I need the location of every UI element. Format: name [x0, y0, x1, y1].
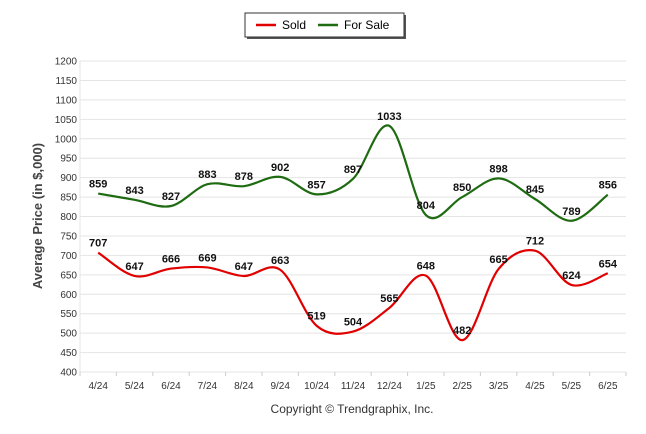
data-label-sold: 482 [453, 325, 471, 337]
y-tick-label: 1150 [55, 76, 77, 87]
y-tick-label: 450 [60, 348, 77, 359]
x-tick-label: 5/24 [125, 381, 145, 392]
series-line-sold [97, 249, 609, 342]
legend: Sold For Sale [244, 12, 406, 39]
data-label-for-sale: 850 [453, 182, 471, 194]
y-tick-label: 550 [60, 309, 77, 320]
data-label-sold: 565 [380, 293, 398, 305]
data-label-sold: 707 [89, 238, 107, 250]
data-label-for-sale: 859 [89, 179, 107, 191]
data-label-for-sale: 902 [271, 162, 289, 174]
x-tick-label: 3/25 [489, 381, 509, 392]
data-label-for-sale: 883 [198, 169, 216, 181]
data-label-sold: 647 [235, 261, 253, 273]
y-tick-label: 700 [60, 251, 77, 262]
x-tick-label: 6/25 [598, 381, 618, 392]
x-tick-label: 2/25 [452, 381, 472, 392]
series-lines [97, 124, 609, 342]
data-label-for-sale: 897 [344, 164, 362, 176]
data-label-for-sale: 898 [489, 163, 507, 175]
data-label-for-sale: 856 [599, 180, 617, 192]
x-tick-label: 11/24 [341, 381, 366, 392]
y-tick-label: 400 [60, 368, 77, 379]
data-label-sold: 648 [417, 261, 435, 273]
x-tick-label: 6/24 [161, 381, 181, 392]
x-tick-label: 12/24 [377, 381, 402, 392]
x-tick-label: 4/25 [525, 381, 545, 392]
x-tick-label: 1/25 [416, 381, 436, 392]
x-axis-ticks: 4/24 5/24 6/24 7/24 8/24 9/24 10/24 11/24 12/24 1… [88, 381, 618, 392]
data-label-sold: 624 [562, 270, 581, 282]
y-tick-label: 1050 [55, 115, 78, 126]
data-label-sold: 654 [599, 258, 618, 270]
data-label-sold: 504 [344, 317, 363, 329]
data-label-sold: 665 [489, 254, 507, 266]
y-tick-label: 750 [60, 231, 77, 242]
legend-label-sold: Sold [282, 18, 306, 32]
x-tick-label: 4/24 [88, 381, 108, 392]
copyright-footer: Copyright © Trendgraphix, Inc. [271, 402, 434, 416]
x-tick-label: 10/24 [304, 381, 329, 392]
data-label-for-sale: 804 [417, 200, 436, 212]
data-label-sold: 666 [162, 254, 180, 266]
y-tick-label: 600 [60, 290, 77, 301]
y-tick-label: 1100 [55, 95, 77, 106]
data-labels: 707 647 666 669 647 663 519 504 565 648 482 665 712 6… [89, 111, 618, 337]
data-label-for-sale: 843 [125, 185, 143, 197]
y-tick-label: 500 [60, 329, 77, 340]
y-axis-ticks: 400 450 500 550 600 650 700 750 800 850 900 950 1000… [55, 57, 78, 379]
data-label-sold: 647 [125, 261, 143, 273]
y-tick-label: 850 [60, 193, 77, 204]
grid-lines [79, 60, 627, 376]
data-label-for-sale: 845 [526, 184, 544, 196]
x-tick-label: 8/24 [234, 381, 254, 392]
y-tick-label: 800 [60, 212, 77, 223]
y-tick-label: 650 [60, 270, 77, 281]
data-label-for-sale: 1033 [377, 111, 401, 123]
x-tick-label: 5/25 [562, 381, 582, 392]
x-tick-label: 7/24 [198, 381, 218, 392]
y-tick-label: 1000 [55, 134, 78, 145]
x-tick-label: 9/24 [270, 381, 290, 392]
data-label-for-sale: 857 [307, 179, 325, 191]
data-label-for-sale: 878 [235, 171, 253, 183]
legend-label-for-sale: For Sale [344, 18, 390, 32]
data-label-sold: 669 [198, 252, 216, 264]
data-label-sold: 712 [526, 236, 544, 248]
y-axis-title: Average Price (in $,000) [30, 143, 45, 289]
y-tick-label: 900 [60, 173, 77, 184]
y-tick-label: 1200 [55, 57, 78, 68]
series-line-for-sale [98, 124, 609, 222]
y-tick-label: 950 [60, 154, 77, 165]
data-label-for-sale: 827 [162, 191, 180, 203]
data-label-sold: 519 [307, 311, 325, 323]
data-label-for-sale: 789 [562, 206, 580, 218]
data-label-sold: 663 [271, 255, 289, 267]
